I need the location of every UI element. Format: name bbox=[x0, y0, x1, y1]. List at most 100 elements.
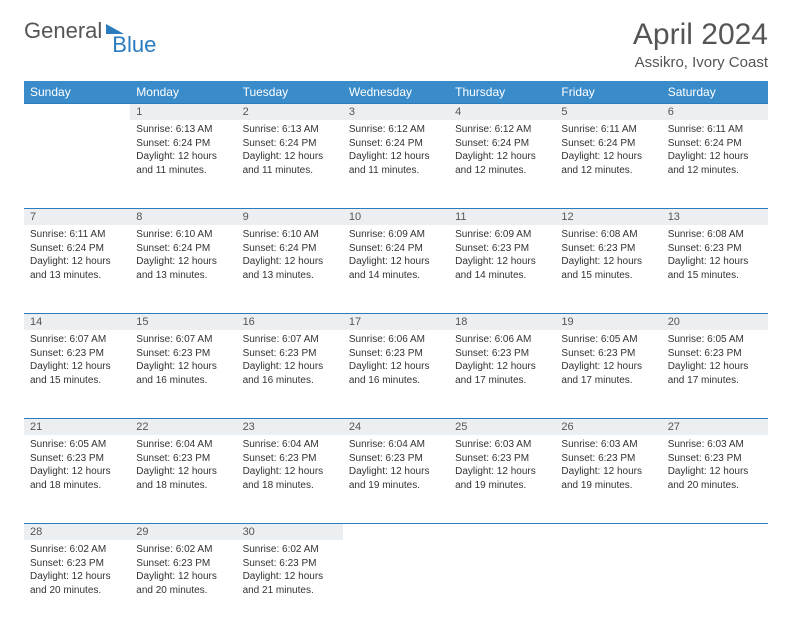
day-content: Sunrise: 6:11 AMSunset: 6:24 PMDaylight:… bbox=[662, 120, 768, 183]
sunrise-text: Sunrise: 6:07 AM bbox=[243, 333, 337, 347]
daylight-text: Daylight: 12 hours and 19 minutes. bbox=[455, 465, 549, 492]
sunrise-text: Sunrise: 6:10 AM bbox=[136, 228, 230, 242]
sunset-text: Sunset: 6:23 PM bbox=[136, 452, 230, 466]
day-cell: Sunrise: 6:02 AMSunset: 6:23 PMDaylight:… bbox=[130, 540, 236, 628]
daynum-cell: 23 bbox=[237, 418, 343, 435]
daynum-cell: 18 bbox=[449, 313, 555, 330]
daylight-text: Daylight: 12 hours and 15 minutes. bbox=[668, 255, 762, 282]
day-number: 20 bbox=[662, 313, 768, 330]
day-number: 7 bbox=[24, 208, 130, 225]
day-cell: Sunrise: 6:10 AMSunset: 6:24 PMDaylight:… bbox=[130, 225, 236, 313]
sunrise-text: Sunrise: 6:05 AM bbox=[561, 333, 655, 347]
title-block: April 2024 Assikro, Ivory Coast bbox=[633, 18, 768, 71]
daynum-cell: 5 bbox=[555, 103, 661, 120]
sunrise-text: Sunrise: 6:03 AM bbox=[561, 438, 655, 452]
day-content: Sunrise: 6:06 AMSunset: 6:23 PMDaylight:… bbox=[449, 330, 555, 393]
daylight-text: Daylight: 12 hours and 15 minutes. bbox=[561, 255, 655, 282]
sunset-text: Sunset: 6:24 PM bbox=[136, 242, 230, 256]
sunset-text: Sunset: 6:23 PM bbox=[668, 242, 762, 256]
day-number: 4 bbox=[449, 103, 555, 120]
weekday-header: Saturday bbox=[662, 81, 768, 103]
daynum-cell bbox=[555, 523, 661, 540]
daynum-cell: 3 bbox=[343, 103, 449, 120]
day-number: 21 bbox=[24, 418, 130, 435]
sunset-text: Sunset: 6:24 PM bbox=[561, 137, 655, 151]
daynum-cell bbox=[24, 103, 130, 120]
sunrise-text: Sunrise: 6:07 AM bbox=[30, 333, 124, 347]
sunrise-text: Sunrise: 6:04 AM bbox=[349, 438, 443, 452]
daynum-cell: 27 bbox=[662, 418, 768, 435]
daynum-cell: 28 bbox=[24, 523, 130, 540]
day-number: 9 bbox=[237, 208, 343, 225]
daynum-cell: 19 bbox=[555, 313, 661, 330]
day-number: 28 bbox=[24, 523, 130, 540]
day-number: 26 bbox=[555, 418, 661, 435]
daylight-text: Daylight: 12 hours and 13 minutes. bbox=[136, 255, 230, 282]
day-content: Sunrise: 6:08 AMSunset: 6:23 PMDaylight:… bbox=[662, 225, 768, 288]
day-cell: Sunrise: 6:05 AMSunset: 6:23 PMDaylight:… bbox=[24, 435, 130, 523]
day-cell: Sunrise: 6:08 AMSunset: 6:23 PMDaylight:… bbox=[555, 225, 661, 313]
day-number: 5 bbox=[555, 103, 661, 120]
sunset-text: Sunset: 6:23 PM bbox=[561, 242, 655, 256]
day-number: 17 bbox=[343, 313, 449, 330]
sunset-text: Sunset: 6:24 PM bbox=[668, 137, 762, 151]
day-cell: Sunrise: 6:05 AMSunset: 6:23 PMDaylight:… bbox=[555, 330, 661, 418]
day-cell: Sunrise: 6:02 AMSunset: 6:23 PMDaylight:… bbox=[237, 540, 343, 628]
sunrise-text: Sunrise: 6:04 AM bbox=[136, 438, 230, 452]
day-number: 13 bbox=[662, 208, 768, 225]
day-content: Sunrise: 6:09 AMSunset: 6:23 PMDaylight:… bbox=[449, 225, 555, 288]
calendar-table: Sunday Monday Tuesday Wednesday Thursday… bbox=[24, 81, 768, 628]
sunrise-text: Sunrise: 6:05 AM bbox=[30, 438, 124, 452]
day-content: Sunrise: 6:11 AMSunset: 6:24 PMDaylight:… bbox=[24, 225, 130, 288]
day-number: 29 bbox=[130, 523, 236, 540]
day-cell: Sunrise: 6:07 AMSunset: 6:23 PMDaylight:… bbox=[130, 330, 236, 418]
day-content: Sunrise: 6:10 AMSunset: 6:24 PMDaylight:… bbox=[237, 225, 343, 288]
sunrise-text: Sunrise: 6:06 AM bbox=[349, 333, 443, 347]
day-cell: Sunrise: 6:04 AMSunset: 6:23 PMDaylight:… bbox=[343, 435, 449, 523]
day-cell: Sunrise: 6:07 AMSunset: 6:23 PMDaylight:… bbox=[24, 330, 130, 418]
daylight-text: Daylight: 12 hours and 15 minutes. bbox=[30, 360, 124, 387]
daylight-text: Daylight: 12 hours and 13 minutes. bbox=[243, 255, 337, 282]
day-content: Sunrise: 6:04 AMSunset: 6:23 PMDaylight:… bbox=[237, 435, 343, 498]
content-row: Sunrise: 6:07 AMSunset: 6:23 PMDaylight:… bbox=[24, 330, 768, 418]
day-content: Sunrise: 6:02 AMSunset: 6:23 PMDaylight:… bbox=[130, 540, 236, 603]
daylight-text: Daylight: 12 hours and 20 minutes. bbox=[30, 570, 124, 597]
sunrise-text: Sunrise: 6:12 AM bbox=[455, 123, 549, 137]
sunrise-text: Sunrise: 6:08 AM bbox=[561, 228, 655, 242]
day-number: 3 bbox=[343, 103, 449, 120]
sunrise-text: Sunrise: 6:13 AM bbox=[243, 123, 337, 137]
daynum-cell: 7 bbox=[24, 208, 130, 225]
sunset-text: Sunset: 6:23 PM bbox=[349, 347, 443, 361]
daylight-text: Daylight: 12 hours and 18 minutes. bbox=[30, 465, 124, 492]
day-cell: Sunrise: 6:08 AMSunset: 6:23 PMDaylight:… bbox=[662, 225, 768, 313]
daylight-text: Daylight: 12 hours and 11 minutes. bbox=[136, 150, 230, 177]
day-number-blank bbox=[449, 523, 555, 540]
weekday-header: Friday bbox=[555, 81, 661, 103]
sunset-text: Sunset: 6:23 PM bbox=[30, 557, 124, 571]
day-cell: Sunrise: 6:03 AMSunset: 6:23 PMDaylight:… bbox=[449, 435, 555, 523]
sunset-text: Sunset: 6:23 PM bbox=[243, 452, 337, 466]
day-cell: Sunrise: 6:10 AMSunset: 6:24 PMDaylight:… bbox=[237, 225, 343, 313]
day-content: Sunrise: 6:02 AMSunset: 6:23 PMDaylight:… bbox=[24, 540, 130, 603]
daynum-cell: 15 bbox=[130, 313, 236, 330]
content-row: Sunrise: 6:05 AMSunset: 6:23 PMDaylight:… bbox=[24, 435, 768, 523]
day-content: Sunrise: 6:04 AMSunset: 6:23 PMDaylight:… bbox=[130, 435, 236, 498]
daylight-text: Daylight: 12 hours and 16 minutes. bbox=[349, 360, 443, 387]
daynum-cell: 20 bbox=[662, 313, 768, 330]
day-content: Sunrise: 6:09 AMSunset: 6:24 PMDaylight:… bbox=[343, 225, 449, 288]
daynum-cell bbox=[343, 523, 449, 540]
daynum-cell: 13 bbox=[662, 208, 768, 225]
sunrise-text: Sunrise: 6:11 AM bbox=[30, 228, 124, 242]
daylight-text: Daylight: 12 hours and 18 minutes. bbox=[243, 465, 337, 492]
sunrise-text: Sunrise: 6:03 AM bbox=[455, 438, 549, 452]
sunrise-text: Sunrise: 6:03 AM bbox=[668, 438, 762, 452]
weekday-header: Thursday bbox=[449, 81, 555, 103]
daynum-row: 282930 bbox=[24, 523, 768, 540]
daynum-cell: 29 bbox=[130, 523, 236, 540]
sunrise-text: Sunrise: 6:11 AM bbox=[668, 123, 762, 137]
daynum-cell: 1 bbox=[130, 103, 236, 120]
daynum-cell: 8 bbox=[130, 208, 236, 225]
sunset-text: Sunset: 6:23 PM bbox=[455, 452, 549, 466]
weekday-header: Tuesday bbox=[237, 81, 343, 103]
sunset-text: Sunset: 6:23 PM bbox=[668, 347, 762, 361]
